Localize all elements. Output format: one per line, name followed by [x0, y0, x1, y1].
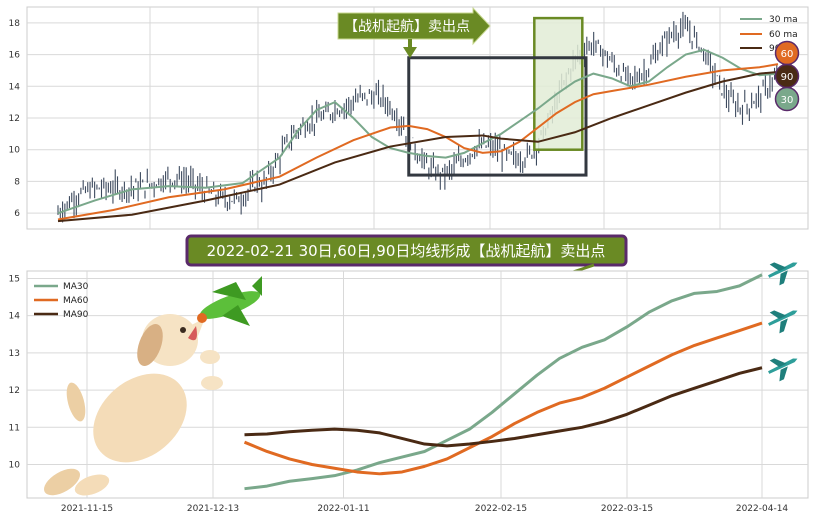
- top-ma-lines: [57, 48, 779, 223]
- bottom-x-tick-label: 2022-04-14: [736, 504, 789, 514]
- badge-30: 30: [774, 86, 800, 112]
- middle-banner-text: 2022-02-21 30日,60日,90日均线形成【战机起航】卖出点: [207, 242, 606, 260]
- legend-label-30ma: 30 ma: [769, 15, 798, 25]
- top-y-tick-label: 18: [9, 19, 21, 29]
- bottom-x-ticks: 2021-11-15 2021-12-13 2022-01-11 2022-02-15…: [61, 504, 789, 514]
- badge-90: 90: [774, 63, 800, 89]
- airplane-icon-ma90: [768, 358, 798, 382]
- toy-plane-icon: [197, 276, 262, 326]
- bottom-y-ticks: 10 11 12 13 14 15: [9, 274, 21, 470]
- bottom-x-tick-label: 2021-12-13: [187, 504, 239, 514]
- bottom-ma-lines: [243, 273, 763, 491]
- bottom-x-tick-label: 2021-11-15: [61, 504, 113, 514]
- bottom-line-ma90: [244, 366, 763, 448]
- middle-banner: 2022-02-21 30日,60日,90日均线形成【战机起航】卖出点: [185, 234, 628, 267]
- legend-label-MA90: MA90: [63, 310, 89, 320]
- top-candles: [57, 11, 778, 223]
- bottom-y-tick-label: 11: [9, 423, 20, 433]
- bottom-legend: MA30 MA60 MA90: [34, 282, 89, 320]
- top-banner: 【战机起航】卖出点: [337, 6, 491, 46]
- bottom-line-ma30: [244, 273, 763, 491]
- legend-label-60ma: 60 ma: [769, 30, 798, 40]
- top-grid: [27, 7, 808, 229]
- bottom-y-tick-label: 12: [9, 386, 20, 396]
- airplane-icon-ma60: [768, 310, 798, 334]
- bottom-x-tick-label: 2022-03-15: [601, 504, 653, 514]
- puppy-illustration: [43, 314, 223, 496]
- top-y-tick-label: 12: [9, 114, 20, 124]
- top-line-ma90: [57, 71, 779, 223]
- bottom-y-tick-label: 10: [9, 461, 21, 471]
- top-banner-arrow: [337, 6, 491, 46]
- top-y-tick-label: 16: [9, 51, 21, 61]
- top-y-tick-label: 14: [9, 82, 21, 92]
- bottom-y-tick-label: 14: [9, 312, 21, 322]
- breakout-box: [407, 56, 588, 177]
- badge-60-label: 60: [781, 49, 794, 60]
- top-banner-text: 【战机起航】卖出点: [344, 19, 470, 35]
- legend-label-MA60: MA60: [63, 296, 89, 306]
- down-arrow-icon: [403, 39, 417, 58]
- bottom-y-tick-label: 15: [9, 274, 20, 284]
- top-y-tick-label: 8: [14, 177, 20, 187]
- top-line-ma30: [57, 48, 779, 215]
- badge-60: 60: [774, 40, 800, 66]
- badge-30-label: 30: [781, 95, 794, 106]
- bottom-line-ma60: [243, 321, 763, 476]
- legend-label-MA30: MA30: [63, 282, 89, 292]
- top-y-ticks: 6 8 10 12 14 16 18: [9, 19, 21, 219]
- top-y-tick-label: 10: [9, 146, 21, 156]
- bottom-x-tick-label: 2022-02-15: [475, 504, 527, 514]
- badge-90-label: 90: [781, 72, 794, 83]
- highlight-box: [533, 16, 584, 151]
- top-line-ma60: [57, 63, 779, 221]
- bottom-x-tick-label: 2022-01-11: [317, 504, 369, 514]
- bottom-y-tick-label: 13: [9, 349, 20, 359]
- airplane-icon-ma30: [768, 262, 798, 286]
- top-y-tick-label: 6: [14, 209, 20, 219]
- middle-banner-box: [185, 234, 628, 267]
